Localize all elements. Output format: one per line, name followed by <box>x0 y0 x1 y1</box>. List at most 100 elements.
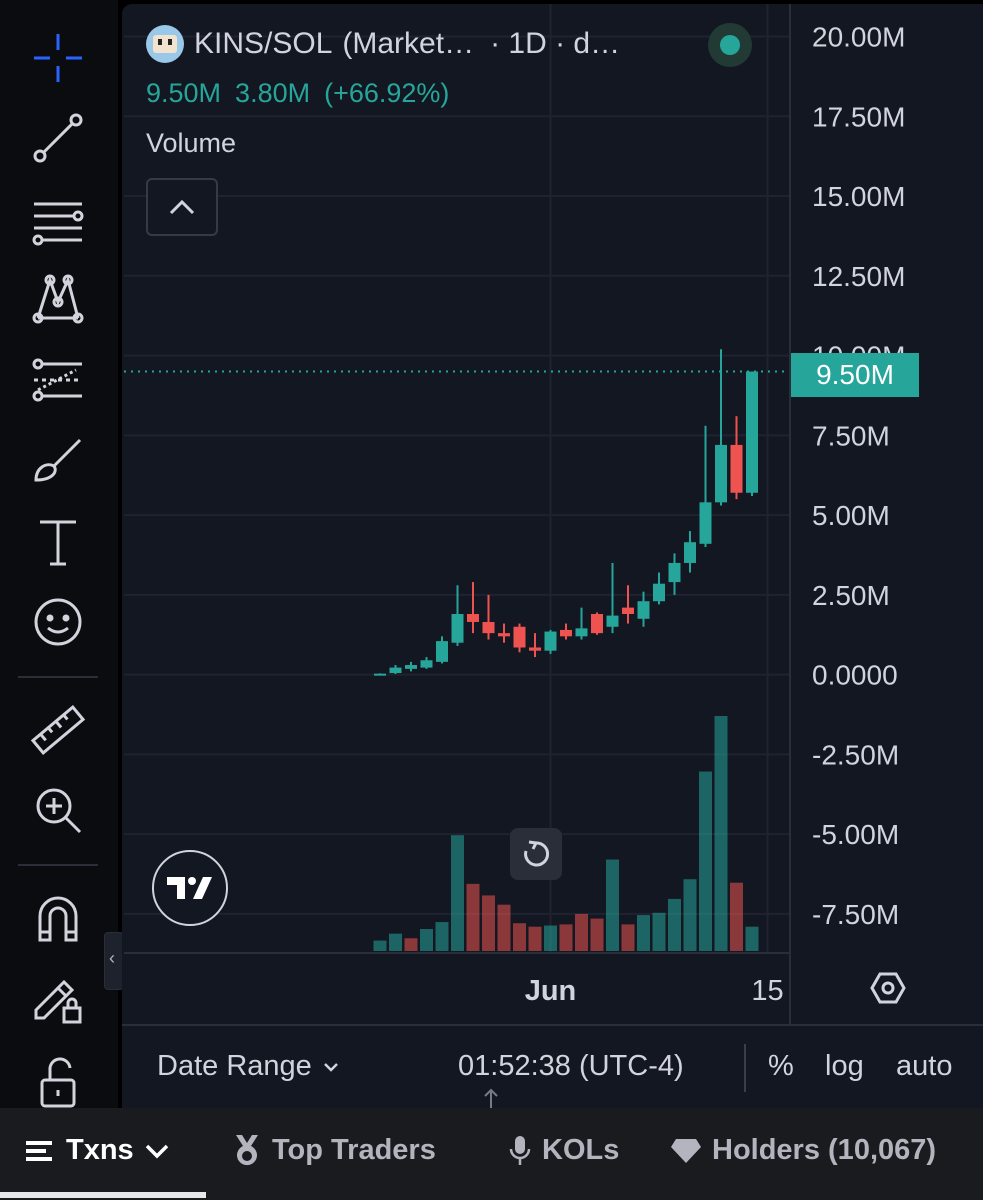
tab-kols[interactable]: KOLs <box>508 1134 619 1167</box>
ohlc-values: 9.50M 3.80M (+66.92%) <box>146 78 449 109</box>
tradingview-logo-icon[interactable] <box>152 850 228 926</box>
candle-body <box>715 444 727 503</box>
tab-txns[interactable]: Txns <box>26 1134 170 1167</box>
volume-bar <box>590 918 604 951</box>
horizontal-lines-icon[interactable] <box>22 184 94 256</box>
chevron-up-icon <box>169 199 195 215</box>
settings-hexagon-icon <box>870 972 906 1004</box>
candle-body <box>467 614 479 622</box>
unlock-icon[interactable] <box>22 1046 94 1118</box>
brush-icon[interactable] <box>22 424 94 496</box>
interval-label: · 1D · d… <box>490 27 621 60</box>
volume-bar <box>652 912 666 951</box>
volume-bar <box>513 923 526 951</box>
bottom-tabs <box>0 1108 983 1200</box>
lock-drawings-icon[interactable] <box>22 962 94 1034</box>
price-change-pct: (+66.92%) <box>324 78 450 108</box>
candle-body <box>374 673 386 676</box>
last-price-tag: 9.50M <box>791 353 919 397</box>
y-tick-label: 17.50M <box>812 101 905 132</box>
volume-bar <box>606 859 619 951</box>
percent-scale-button[interactable]: % <box>768 1050 794 1082</box>
reset-chart-button[interactable] <box>510 828 562 880</box>
volume-bar <box>420 929 433 951</box>
toolbar-divider <box>18 676 98 678</box>
current-price: 9.50M <box>146 78 222 108</box>
magnet-icon[interactable] <box>22 882 94 954</box>
volume-bar <box>389 933 402 951</box>
chevron-down-icon <box>145 1144 168 1158</box>
trend-line-icon[interactable] <box>22 102 94 174</box>
candle-body <box>544 631 557 651</box>
y-tick-label: 12.50M <box>812 261 905 292</box>
x-tick-label: 15 <box>751 975 783 1007</box>
candlesticks <box>374 349 758 676</box>
chevron-left-icon: ‹ <box>109 948 115 968</box>
y-tick-label: 5.00M <box>812 500 890 531</box>
volume-bar <box>466 883 480 951</box>
volume-bar <box>404 938 418 951</box>
y-tick-label: -7.50M <box>812 899 899 930</box>
volume-bar <box>745 926 759 951</box>
date-range-label: Date Range <box>157 1050 312 1082</box>
bottom-divider <box>744 1044 746 1092</box>
fib-retracement-icon[interactable] <box>22 344 94 416</box>
emoji-icon[interactable] <box>22 586 94 658</box>
candle-body <box>699 502 712 544</box>
candle-body <box>653 583 665 602</box>
tab-holders[interactable]: Holders (10,067) <box>670 1134 936 1167</box>
y-tick-label: -5.00M <box>812 819 899 850</box>
candle-body <box>591 614 603 634</box>
candle-body <box>498 633 510 637</box>
symbol-legend[interactable]: KINS/SOL (Market… · 1D · d… <box>146 24 620 64</box>
candle-body <box>746 371 758 493</box>
volume-bar <box>435 922 449 951</box>
y-tick-label: 7.50M <box>812 420 890 451</box>
y-tick-label: 20.00M <box>812 22 905 53</box>
y-tick-label: -2.50M <box>812 739 899 770</box>
date-range-dropdown[interactable]: Date Range <box>157 1050 340 1083</box>
list-icon <box>26 1140 52 1161</box>
time-axis[interactable]: Jun 15 <box>124 952 790 1007</box>
y-tick-label: 2.50M <box>812 580 890 611</box>
text-tool-icon[interactable] <box>22 506 94 578</box>
candle-body <box>575 628 588 637</box>
tab-top-traders-label: Top Traders <box>272 1134 436 1166</box>
candle-body <box>668 562 681 583</box>
timezone-clock[interactable]: 01:52:38 (UTC-4) <box>458 1050 684 1082</box>
candle-body <box>637 601 650 619</box>
volume-bar <box>683 879 697 951</box>
chart-bottom-bar <box>122 1024 983 1110</box>
crosshair-icon[interactable] <box>22 22 94 94</box>
symbol-pair: KINS/SOL <box>194 27 333 60</box>
candle-body <box>730 444 743 493</box>
tab-txns-label: Txns <box>66 1134 134 1166</box>
volume-bars <box>373 716 759 951</box>
chart-canvas[interactable]: 20.00M17.50M15.00M12.50M10.00M7.50M5.00M… <box>0 0 983 1108</box>
y-tick-label: 0.0000 <box>812 660 898 691</box>
volume-bar <box>373 940 387 951</box>
y-tick-label: 15.00M <box>812 181 905 212</box>
candle-body <box>622 607 634 614</box>
tab-top-traders[interactable]: Top Traders <box>232 1134 436 1167</box>
candle-body <box>451 614 464 643</box>
price-axis[interactable]: 20.00M17.50M15.00M12.50M10.00M7.50M5.00M… <box>789 4 905 1024</box>
chart-settings-button[interactable] <box>868 968 908 1008</box>
volume-bar <box>528 926 542 951</box>
token-logo-icon <box>146 25 184 63</box>
volume-bar <box>668 898 681 951</box>
volume-bar <box>482 895 495 951</box>
candle-body <box>405 665 417 669</box>
collapse-volume-button[interactable] <box>146 178 218 236</box>
zoom-in-icon[interactable] <box>22 774 94 846</box>
pattern-icon[interactable] <box>22 262 94 334</box>
ruler-icon[interactable] <box>22 694 94 766</box>
market-status-icon[interactable] <box>708 23 752 67</box>
auto-scale-button[interactable]: auto <box>896 1050 953 1082</box>
reset-icon <box>524 840 550 867</box>
log-scale-button[interactable]: log <box>825 1050 864 1082</box>
candle-body <box>513 626 526 648</box>
volume-bar <box>451 835 464 951</box>
candle-body <box>560 629 572 637</box>
volume-bar <box>497 904 511 951</box>
